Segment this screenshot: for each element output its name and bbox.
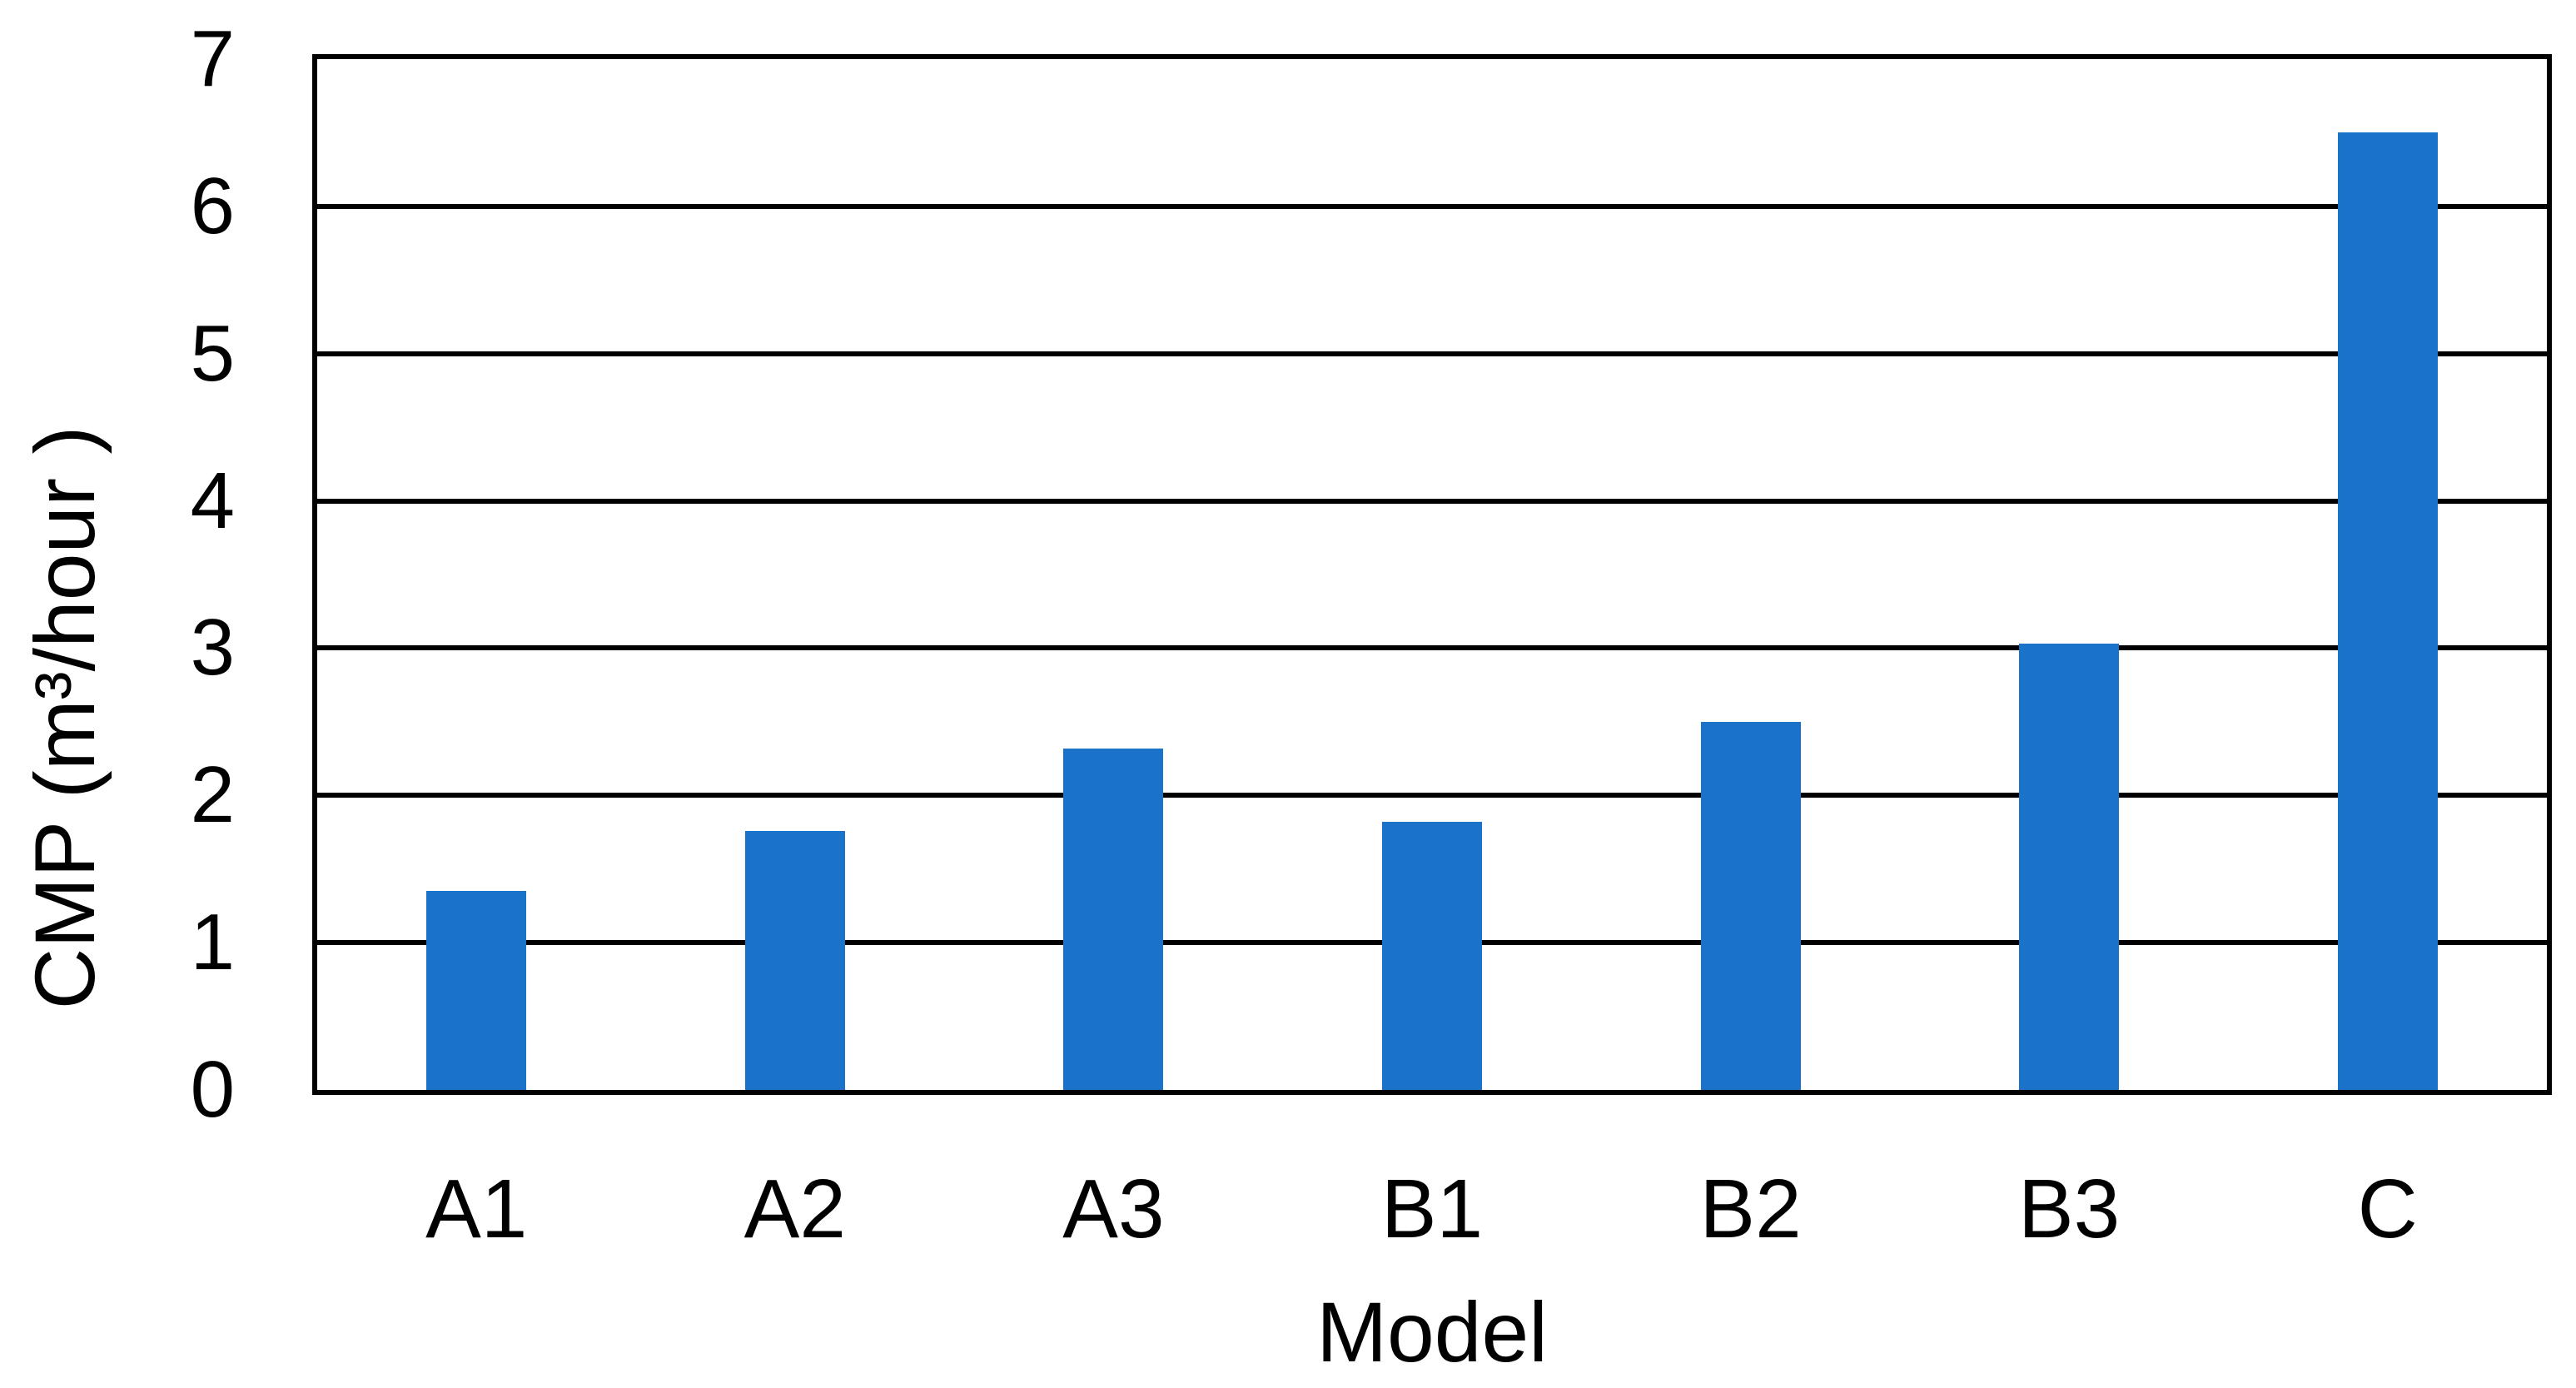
x-tick-label-a3: A3 xyxy=(1062,1162,1165,1256)
bar-b3 xyxy=(2019,644,2120,1090)
x-tick-label-a1: A1 xyxy=(425,1162,528,1256)
bars-layer xyxy=(317,59,2547,1090)
bar-a2 xyxy=(744,830,845,1090)
y-tick-label-3: 3 xyxy=(190,603,235,693)
bar-b2 xyxy=(1700,721,1801,1090)
plot-area xyxy=(312,54,2552,1095)
bar-c xyxy=(2337,132,2438,1090)
y-tick-label-6: 6 xyxy=(190,161,235,251)
x-axis-title: Model xyxy=(1316,1285,1548,1380)
y-tick-label-1: 1 xyxy=(190,898,235,988)
x-tick-label-b2: B2 xyxy=(1699,1162,1802,1256)
y-tick-label-7: 7 xyxy=(190,14,235,103)
y-tick-label-5: 5 xyxy=(190,308,235,398)
bar-b1 xyxy=(1382,822,1482,1090)
y-tick-label-0: 0 xyxy=(190,1045,235,1134)
x-tick-label-a2: A2 xyxy=(743,1162,846,1256)
gridline-y-3 xyxy=(317,645,2547,651)
gridline-y-5 xyxy=(317,351,2547,356)
bar-a3 xyxy=(1063,748,1164,1090)
bar-a1 xyxy=(426,891,527,1090)
x-tick-label-c: C xyxy=(2357,1162,2418,1256)
gridline-y-2 xyxy=(317,793,2547,798)
y-tick-label-2: 2 xyxy=(190,750,235,840)
x-tick-label-b1: B1 xyxy=(1380,1162,1484,1256)
gridline-y-6 xyxy=(317,203,2547,209)
x-tick-label-b3: B3 xyxy=(2017,1162,2121,1256)
gridline-y-4 xyxy=(317,498,2547,504)
y-tick-label-4: 4 xyxy=(190,455,235,545)
